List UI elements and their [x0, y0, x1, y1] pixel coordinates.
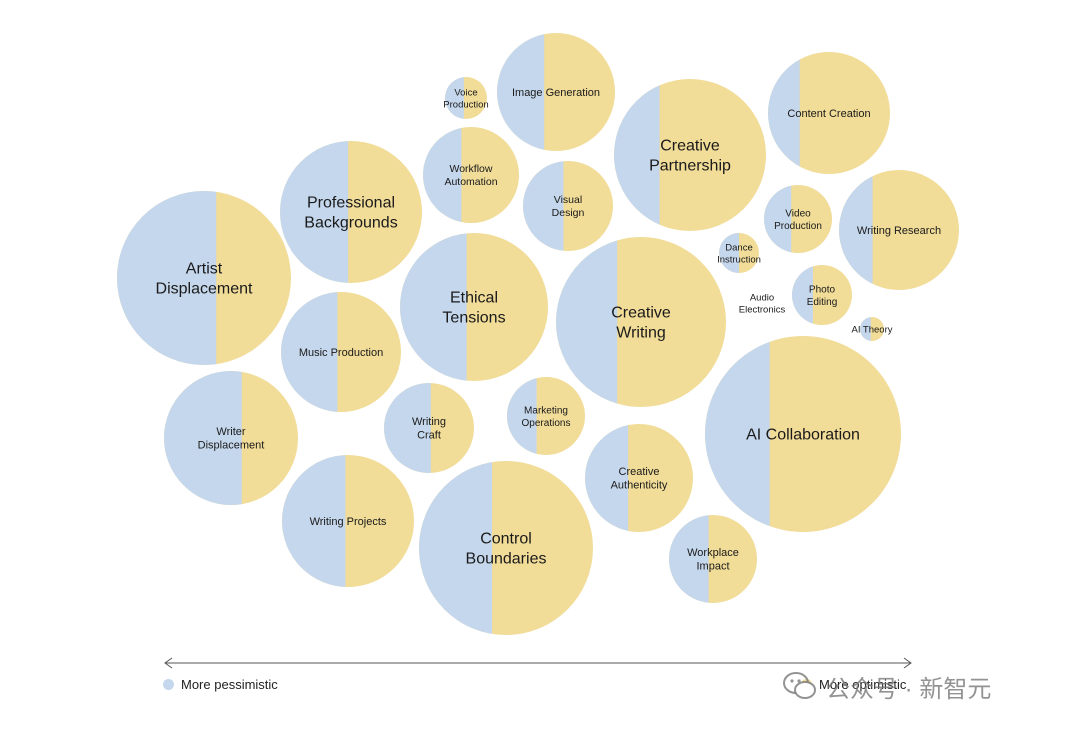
- bubble-writing-research: Writing Research: [839, 170, 959, 290]
- bubble-workplace-impact: Workplace Impact: [669, 515, 757, 603]
- bubble-video-production: Video Production: [764, 185, 832, 253]
- bubble-pessimistic-fill: [614, 79, 660, 231]
- bubble-workflow-automation: Workflow Automation: [423, 127, 519, 223]
- bubble-pessimistic-fill: [445, 77, 464, 119]
- bubble-label: Image Generation: [512, 87, 600, 99]
- bubble-label: Workflow Automation: [444, 163, 497, 188]
- legend-optimistic-label: More optimistic: [819, 677, 907, 692]
- bubble-photo-editing: Photo Editing: [792, 265, 852, 325]
- bubble-label: Control Boundaries: [466, 531, 547, 568]
- bubble-label: Marketing Operations: [522, 405, 571, 429]
- bubble-professional-backgrounds: Professional Backgrounds: [280, 141, 422, 283]
- bubble-label: Creative Writing: [611, 305, 671, 342]
- bubble-marketing-operations: Marketing Operations: [507, 377, 585, 455]
- bubble-pessimistic-fill: [585, 424, 629, 532]
- legend-pessimistic: More pessimistic: [163, 677, 278, 692]
- bubble-creative-writing: Creative Writing: [556, 237, 726, 407]
- bubble-label: Creative Partnership: [649, 138, 731, 175]
- bubble-label: Ethical Tensions: [442, 290, 505, 327]
- bubble-creative-partnership: Creative Partnership: [614, 79, 766, 231]
- bubble-pessimistic-fill: [419, 461, 493, 635]
- bubble-image-generation: Image Generation: [497, 33, 615, 151]
- wechat-icon: [782, 668, 818, 704]
- bubble-label: Artist Displacement: [156, 261, 253, 298]
- watermark: 公众号 · 新智元: [782, 668, 991, 704]
- bubble-pessimistic-fill: [792, 265, 813, 325]
- bubble-label: Writing Craft: [412, 416, 446, 442]
- bubble-label: Photo Editing: [807, 284, 838, 308]
- bubble-pessimistic-fill: [556, 237, 618, 407]
- bubble-pessimistic-fill: [719, 233, 739, 273]
- bubble-voice-production: Voice Production: [443, 77, 489, 119]
- bubble-visual-design: Visual Design: [523, 161, 613, 251]
- bubble-label: Voice Production: [443, 87, 488, 110]
- bubble-music-production: Music Production: [281, 292, 401, 412]
- bubble-dance-instruction: Dance Instruction: [717, 233, 761, 273]
- bubble-creative-authenticity: Creative Authenticity: [585, 424, 693, 532]
- bubble-label: Workplace Impact: [687, 547, 739, 573]
- legend-pessimistic-dot: [163, 679, 174, 690]
- bubble-pessimistic-fill: [117, 191, 217, 365]
- bubble-label: Writing Projects: [310, 516, 387, 528]
- bubble-label: Writing Research: [857, 225, 941, 237]
- bubble-control-boundaries: Control Boundaries: [419, 461, 593, 635]
- bubble-ai-collaboration: AI Collaboration: [705, 336, 901, 532]
- bubble-content-creation: Content Creation: [768, 52, 890, 174]
- bubble-label: Writer Displacement: [198, 426, 265, 452]
- bubble-label: AI Collaboration: [746, 427, 860, 444]
- watermark-text: 公众号 · 新智元: [826, 675, 992, 703]
- axis-arrow: [164, 657, 912, 669]
- bubble-pessimistic-fill: [860, 317, 871, 341]
- bubble-writing-projects: Writing Projects: [282, 455, 414, 587]
- bubble-pessimistic-fill: [384, 383, 431, 473]
- bubble-audio-electronics: Audio Electronics: [739, 292, 786, 315]
- bubble-label: Audio Electronics: [739, 292, 786, 315]
- bubble-artist-displacement: Artist Displacement: [117, 191, 291, 365]
- bubble-label: Music Production: [299, 347, 383, 359]
- bubbles-group: Image Generation Voice Production Creative P…: [117, 33, 959, 635]
- legend-pessimistic-label: More pessimistic: [181, 677, 278, 692]
- bubble-pessimistic-fill: [400, 233, 467, 381]
- bubble-label: Creative Authenticity: [611, 466, 668, 492]
- bubble-label: AI Theory: [851, 324, 892, 335]
- bubble-pessimistic-fill: [164, 371, 242, 505]
- bubble-label: Content Creation: [787, 108, 870, 120]
- bubble-pessimistic-fill: [280, 141, 349, 283]
- bubble-label: Video Production: [774, 208, 822, 232]
- bubble-ethical-tensions: Ethical Tensions: [400, 233, 548, 381]
- bubble-writing-craft: Writing Craft: [384, 383, 474, 473]
- bubble-label: Visual Design: [552, 194, 585, 219]
- bubble-label: Professional Backgrounds: [304, 195, 397, 232]
- bubble-writer-displacement: Writer Displacement: [164, 371, 298, 505]
- bubble-pessimistic-fill: [669, 515, 709, 603]
- bubble-ai-theory: AI Theory: [851, 317, 893, 341]
- bubble-label: Dance Instruction: [717, 242, 761, 265]
